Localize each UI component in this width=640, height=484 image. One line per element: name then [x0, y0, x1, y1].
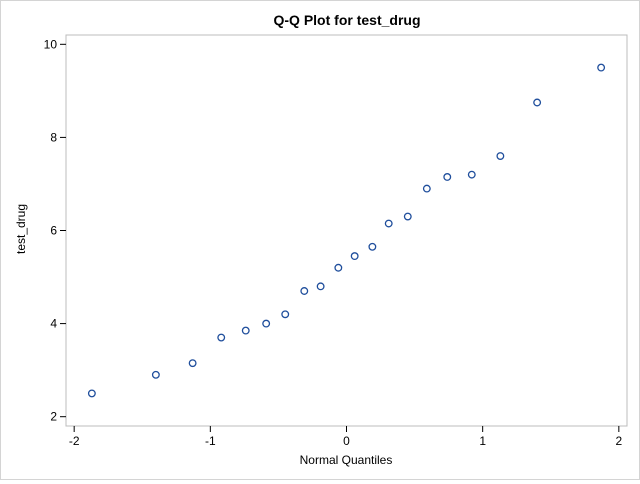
x-tick-label: 0: [343, 434, 350, 448]
y-tick-label: 6: [50, 224, 57, 238]
x-tick-label: 2: [615, 434, 622, 448]
x-axis: -2 -1 0 1 2: [69, 426, 622, 448]
data-point: [467, 170, 476, 179]
data-point: [281, 310, 290, 319]
data-point: [316, 282, 325, 291]
y-tick-label: 8: [50, 130, 57, 144]
y-tick-label: 2: [50, 410, 57, 424]
y-tick-label: 10: [44, 37, 58, 51]
x-tick-label: -2: [69, 434, 80, 448]
data-points: [87, 63, 606, 398]
data-point: [533, 98, 542, 107]
plot-area: [65, 34, 628, 427]
chart-title: Q-Q Plot for test_drug: [274, 12, 421, 28]
data-point: [241, 326, 250, 335]
data-point: [217, 333, 226, 342]
data-point: [496, 152, 505, 160]
data-point: [443, 173, 452, 181]
y-tick-label: 4: [50, 317, 57, 331]
data-point: [87, 389, 96, 398]
data-point: [300, 287, 309, 295]
data-point: [403, 212, 412, 221]
data-point: [384, 219, 393, 228]
x-tick-label: 1: [479, 434, 486, 448]
data-point: [597, 63, 606, 72]
data-point: [151, 370, 160, 379]
data-point: [188, 359, 197, 368]
y-axis-label: test_drug: [14, 204, 28, 254]
data-point: [422, 184, 431, 193]
data-point: [262, 319, 271, 328]
data-point: [334, 263, 343, 272]
data-point: [368, 242, 377, 251]
x-tick-label: -1: [205, 434, 216, 448]
x-axis-label: Normal Quantiles: [300, 453, 393, 467]
data-point: [350, 252, 359, 261]
y-axis: 2 4 6 8 10: [44, 37, 66, 424]
